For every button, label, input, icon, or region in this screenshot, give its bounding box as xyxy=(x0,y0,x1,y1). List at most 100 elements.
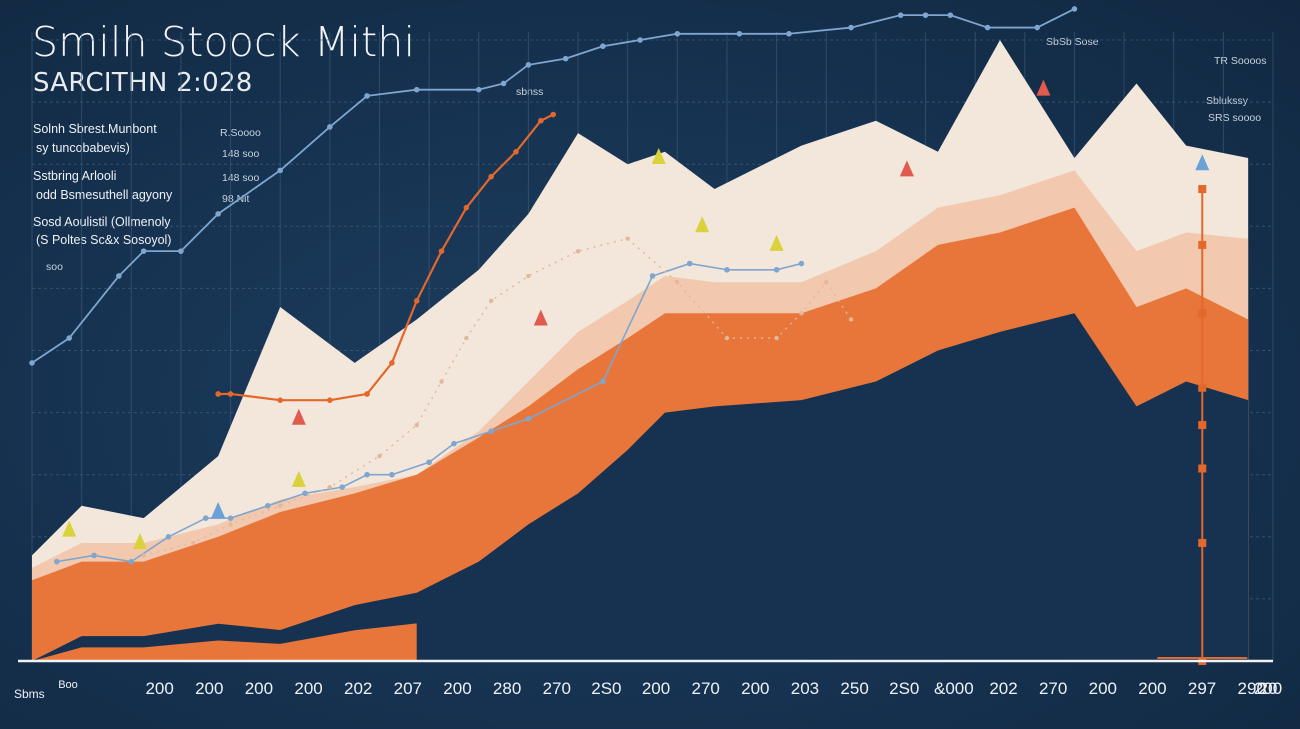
x-tick-label: 200 xyxy=(195,679,223,698)
x-tick-label: 200 xyxy=(245,679,273,698)
point-dotted-peach xyxy=(774,335,779,341)
point-blue-upper xyxy=(637,37,643,43)
x-tick-label: 200 xyxy=(1254,679,1282,698)
point-blue-lower xyxy=(451,440,457,447)
annotation-value-5: soo xyxy=(46,261,63,273)
chart-lines xyxy=(29,6,1078,565)
x-tick-label: 280 xyxy=(493,679,521,698)
point-orange-rising xyxy=(364,391,370,397)
point-orange-rising xyxy=(438,248,445,254)
x-tick-label: 203 xyxy=(791,679,819,698)
vertical-line-point xyxy=(1198,421,1207,430)
x-tick-label: 200 xyxy=(1138,679,1166,698)
marker-triangle-yellow xyxy=(695,216,710,233)
point-blue-upper xyxy=(215,211,221,217)
point-blue-upper xyxy=(600,43,606,50)
x-tick-label: 207 xyxy=(394,679,422,698)
point-orange-rising xyxy=(488,173,494,180)
x-tick-label: 270 xyxy=(543,679,571,698)
point-blue-upper xyxy=(947,12,954,18)
x-tick-label: 270 xyxy=(691,679,719,698)
point-blue-upper xyxy=(500,80,507,87)
point-orange-rising xyxy=(550,111,557,118)
point-blue-lower xyxy=(488,428,494,435)
annotation-note-5: Sosd Aoulistil (Ollmenoly xyxy=(33,215,171,229)
point-blue-upper xyxy=(525,62,532,68)
point-orange-rising xyxy=(277,397,284,403)
point-blue-upper xyxy=(116,273,122,279)
annotation-value-2: 148 soo xyxy=(222,148,260,160)
point-blue-upper xyxy=(475,86,482,93)
point-blue-upper xyxy=(984,24,991,31)
point-blue-lower xyxy=(525,416,532,422)
marker-triangle-red xyxy=(533,309,548,326)
point-orange-rising xyxy=(227,391,234,397)
x-tick-label: 20 xyxy=(1259,679,1278,698)
x-tick-label: 297 xyxy=(1188,679,1216,698)
x-tick-label: 2S0 xyxy=(591,679,621,698)
point-dotted-peach xyxy=(799,311,804,316)
point-blue-lower xyxy=(202,515,209,521)
point-dotted-peach xyxy=(724,335,730,341)
x-tick-label: 200 xyxy=(642,679,670,698)
chart-title: Smilh Stoock Mithi xyxy=(32,18,416,66)
marker-triangle-yellow xyxy=(291,470,306,487)
marker-triangle-red xyxy=(1036,79,1051,96)
annotation-top-2: SbSb Sose xyxy=(1046,36,1099,48)
marker-triangle-yellow xyxy=(769,234,784,251)
point-blue-lower xyxy=(364,471,370,478)
point-blue-upper xyxy=(736,30,743,37)
point-blue-lower xyxy=(165,534,172,540)
point-orange-rising xyxy=(389,360,395,366)
x-tick-label: &000 xyxy=(934,679,974,698)
point-blue-upper xyxy=(922,12,929,18)
line-blue-upper xyxy=(31,8,1075,364)
chart-markers xyxy=(62,79,1210,550)
point-blue-upper xyxy=(413,86,420,93)
vertical-line-point xyxy=(1198,185,1207,194)
point-orange-rising xyxy=(413,298,420,304)
point-blue-upper xyxy=(327,124,333,130)
point-dotted-peach xyxy=(575,248,581,254)
point-dotted-peach xyxy=(488,298,494,304)
annotation-note-6: (S Poltes Sc&x Sosoyol) xyxy=(36,233,172,247)
point-blue-upper xyxy=(897,12,904,18)
vertical-line-point xyxy=(1198,464,1207,473)
point-dotted-peach xyxy=(675,279,680,285)
point-blue-upper xyxy=(66,335,73,341)
x-tick-label: Sbms xyxy=(14,687,45,701)
point-blue-upper xyxy=(364,93,370,99)
vertical-line-point xyxy=(1198,539,1207,548)
point-blue-upper xyxy=(562,55,569,62)
point-blue-lower xyxy=(389,471,395,478)
vertical-line-point xyxy=(1198,383,1207,392)
x-tick-label: 290 xyxy=(1238,679,1266,698)
vertical-line-point xyxy=(1198,309,1207,318)
point-dotted-peach xyxy=(526,273,531,279)
marker-triangle-yellow xyxy=(132,533,147,550)
marker-triangle-yellow xyxy=(62,520,77,537)
area-orange-floor xyxy=(32,313,1249,661)
annotation-top-5: SRS soooo xyxy=(1208,112,1262,124)
point-blue-lower xyxy=(128,558,135,565)
x-tick-label: 200 xyxy=(145,679,173,698)
chart-subtitle: SARCITHN 2:028 xyxy=(33,68,253,98)
marker-triangle-red xyxy=(899,160,914,177)
point-dotted-peach xyxy=(824,279,829,285)
point-blue-lower xyxy=(798,260,805,267)
point-blue-lower xyxy=(54,558,60,565)
x-tick-label: 250 xyxy=(840,679,868,698)
point-blue-lower xyxy=(724,266,730,273)
point-dotted-peach xyxy=(228,522,233,527)
point-blue-upper xyxy=(140,248,147,254)
point-blue-upper xyxy=(848,24,854,31)
point-dotted-peach xyxy=(377,453,382,459)
point-blue-lower xyxy=(264,502,271,509)
point-blue-lower xyxy=(91,552,97,559)
x-tick-label: 270 xyxy=(1039,679,1067,698)
annotation-top-4: Sblukssy xyxy=(1206,95,1249,107)
point-orange-rising xyxy=(538,117,544,124)
point-dotted-peach xyxy=(464,335,469,341)
chart-areas xyxy=(32,40,1249,662)
